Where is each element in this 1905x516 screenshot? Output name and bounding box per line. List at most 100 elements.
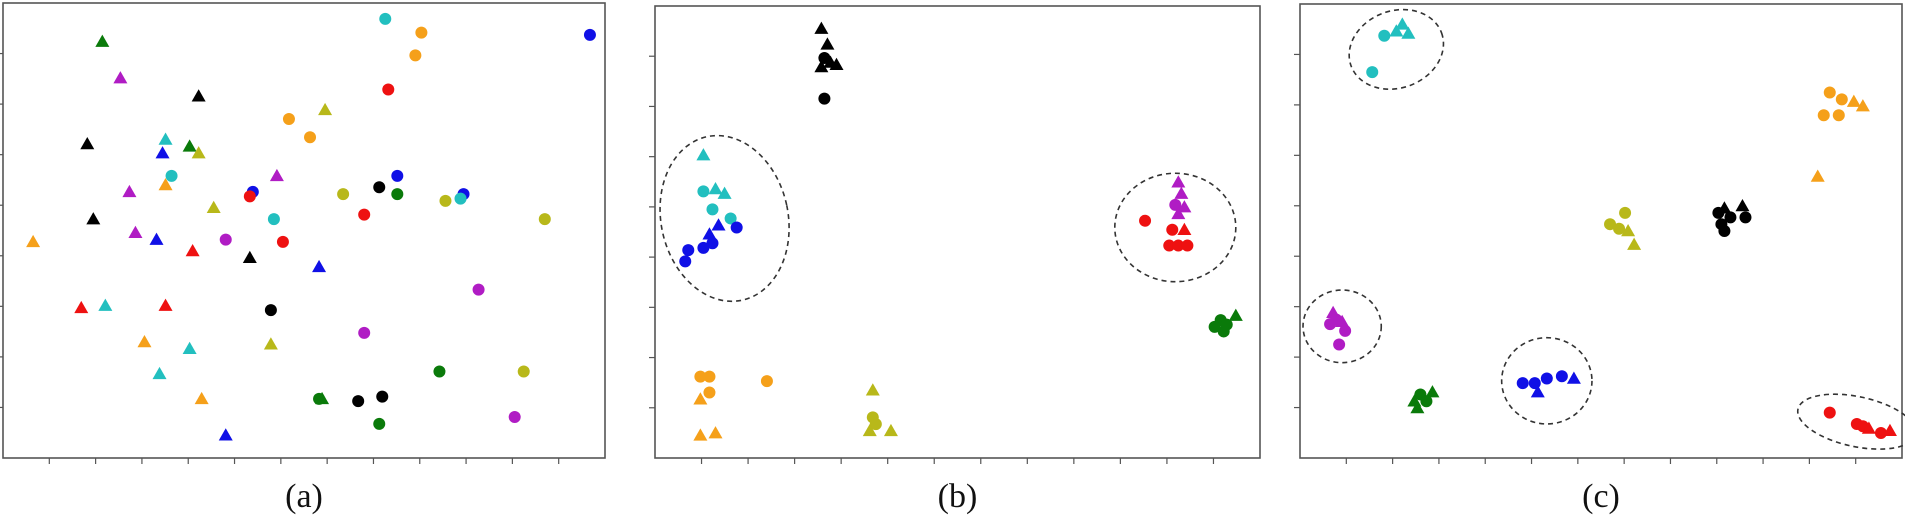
cluster-ellipse xyxy=(659,134,790,303)
point-yellow-triangle xyxy=(1627,237,1642,250)
point-red-triangle xyxy=(158,298,173,311)
point-magenta-triangle xyxy=(1171,175,1186,188)
point-magenta-circle xyxy=(1333,338,1346,351)
point-blue-circle xyxy=(391,169,404,182)
point-black-triangle xyxy=(191,89,206,102)
point-red-triangle xyxy=(1177,222,1192,235)
point-cyan-circle xyxy=(724,212,737,225)
point-orange-circle xyxy=(703,386,716,399)
point-magenta-triangle xyxy=(113,71,128,84)
point-yellow-triangle xyxy=(865,383,880,396)
cluster-ellipse xyxy=(1302,289,1383,364)
point-blue-circle xyxy=(706,237,719,250)
point-orange-triangle xyxy=(693,392,708,405)
point-red-circle xyxy=(1823,406,1836,419)
point-black-triangle xyxy=(1735,199,1750,212)
point-orange-circle xyxy=(1835,93,1848,106)
point-cyan-triangle xyxy=(1395,17,1410,30)
point-blue-triangle xyxy=(1566,371,1581,384)
point-magenta-circle xyxy=(472,283,485,296)
point-yellow-triangle xyxy=(862,423,877,437)
point-blue-triangle xyxy=(1530,385,1545,398)
point-cyan-circle xyxy=(1378,29,1391,42)
point-blue-circle xyxy=(1516,377,1529,390)
point-magenta-triangle xyxy=(1171,206,1186,220)
point-red-circle xyxy=(243,190,256,203)
point-orange-triangle xyxy=(158,178,173,191)
point-orange-triangle xyxy=(1810,169,1825,182)
point-green-triangle xyxy=(1410,401,1425,414)
point-black-triangle xyxy=(86,212,101,225)
point-yellow-triangle xyxy=(263,337,278,350)
point-black-circle xyxy=(376,390,389,403)
point-blue-triangle xyxy=(155,146,170,159)
point-cyan-triangle xyxy=(717,186,732,199)
point-blue-circle xyxy=(1555,370,1568,383)
point-black-circle xyxy=(1712,206,1725,219)
point-cyan-triangle xyxy=(1401,26,1416,39)
point-cyan-circle xyxy=(1366,66,1379,79)
point-blue-circle xyxy=(679,255,692,268)
point-black-circle xyxy=(373,181,386,194)
point-cyan-triangle xyxy=(708,182,723,195)
point-magenta-circle xyxy=(508,411,521,424)
point-orange-circle xyxy=(760,375,773,388)
point-red-triangle xyxy=(74,300,89,314)
point-orange-triangle xyxy=(1855,99,1870,112)
point-magenta-triangle xyxy=(269,168,284,182)
point-magenta-triangle xyxy=(1335,314,1350,328)
point-yellow-triangle xyxy=(1621,224,1636,237)
point-orange-circle xyxy=(1832,109,1845,122)
point-black-circle xyxy=(264,304,277,317)
point-orange-circle xyxy=(694,370,707,383)
point-blue-circle xyxy=(583,28,596,41)
point-green-circle xyxy=(391,188,404,201)
point-blue-circle xyxy=(697,241,710,254)
panel-b xyxy=(649,5,1261,464)
point-black-triangle xyxy=(814,60,829,73)
point-cyan-triangle xyxy=(696,148,711,161)
point-orange-circle xyxy=(1817,109,1830,122)
point-blue-triangle xyxy=(702,227,717,240)
cluster-ellipse xyxy=(1114,172,1237,283)
cluster-ellipse xyxy=(1348,8,1445,91)
point-cyan-triangle xyxy=(98,298,113,311)
point-cyan-triangle xyxy=(158,132,173,145)
point-orange-triangle xyxy=(137,334,152,348)
point-cyan-circle xyxy=(454,192,467,205)
point-yellow-circle xyxy=(869,418,882,431)
point-yellow-circle xyxy=(1604,218,1617,231)
point-blue-triangle xyxy=(149,232,164,245)
point-yellow-triangle xyxy=(318,102,333,116)
point-magenta-circle xyxy=(358,326,371,339)
point-cyan-triangle xyxy=(1389,24,1404,37)
point-cyan-circle xyxy=(379,12,392,25)
point-black-circle xyxy=(352,395,365,408)
point-orange-circle xyxy=(409,49,422,62)
point-green-circle xyxy=(313,392,326,405)
point-magenta-circle xyxy=(1339,324,1352,337)
point-magenta-triangle xyxy=(122,184,137,198)
point-blue-triangle xyxy=(312,259,327,273)
point-red-circle xyxy=(1181,239,1194,252)
point-black-triangle xyxy=(820,37,835,50)
point-yellow-circle xyxy=(1619,206,1632,219)
point-black-circle xyxy=(1724,211,1737,224)
point-black-triangle xyxy=(242,250,257,264)
point-red-circle xyxy=(1172,239,1185,252)
point-green-circle xyxy=(1217,325,1230,338)
point-magenta-circle xyxy=(1324,318,1337,331)
point-blue-circle xyxy=(730,221,743,234)
point-orange-circle xyxy=(1823,86,1836,99)
plot-frame-a xyxy=(2,2,606,459)
point-red-circle xyxy=(1163,239,1176,252)
point-yellow-triangle xyxy=(206,200,221,213)
point-cyan-circle xyxy=(165,169,178,182)
point-green-circle xyxy=(373,417,386,430)
plot-frame-c xyxy=(1299,3,1903,459)
caption-a: (a) xyxy=(285,478,323,515)
panel-c xyxy=(1294,3,1905,464)
point-blue-triangle xyxy=(218,428,233,441)
point-green-circle xyxy=(1208,320,1221,333)
caption-b: (b) xyxy=(938,478,978,515)
